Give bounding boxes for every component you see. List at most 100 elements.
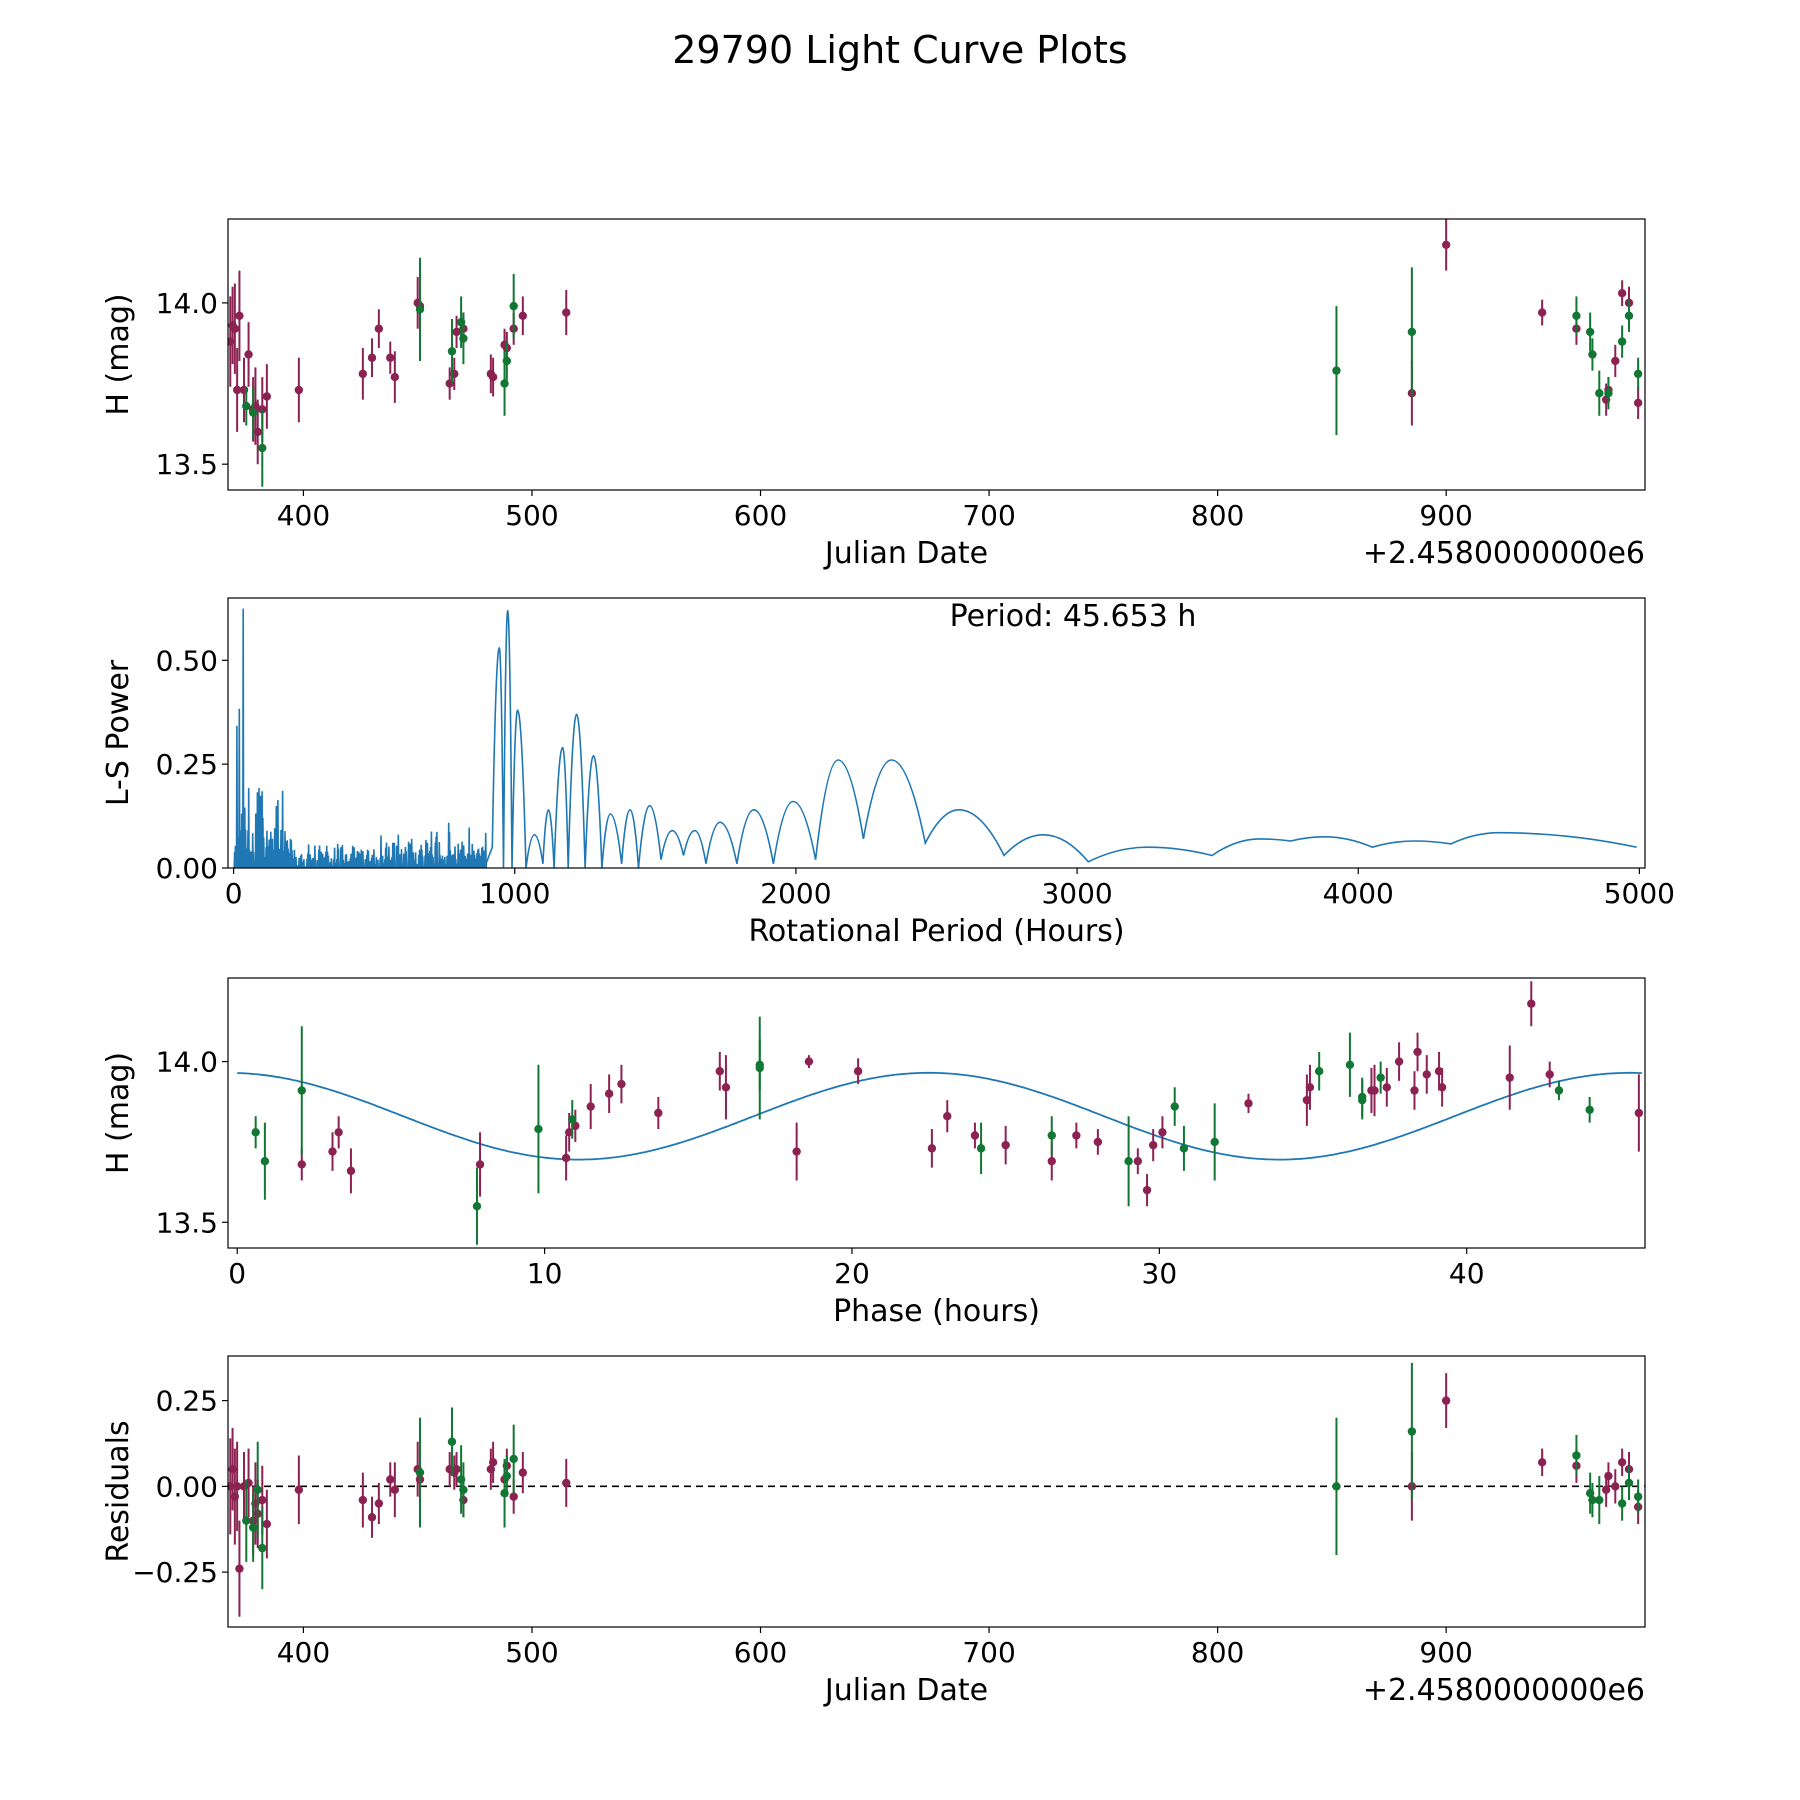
x-tick-label: 600 (734, 1636, 787, 1669)
point-marker (1305, 1083, 1315, 1092)
data-point (976, 1122, 986, 1175)
data-point (1407, 1362, 1417, 1501)
data-point (235, 270, 244, 361)
data-point (1617, 280, 1627, 307)
point-marker (509, 301, 518, 311)
y-tick-label: 0.50 (156, 644, 218, 677)
point-marker (1382, 1083, 1392, 1092)
y-tick-label: −0.25 (132, 1556, 218, 1589)
data-point (262, 364, 272, 429)
point-marker (927, 1144, 937, 1153)
point-marker (328, 1147, 337, 1156)
data-point (1410, 1071, 1419, 1110)
point-marker (1142, 1185, 1152, 1195)
data-point (1413, 1032, 1422, 1072)
data-point (367, 1496, 377, 1538)
data-point (1585, 1096, 1594, 1123)
point-marker (654, 1108, 663, 1118)
point-marker (1634, 1108, 1644, 1118)
data-point (568, 1100, 577, 1139)
y-axis-label: Residuals (101, 1420, 136, 1562)
data-point (943, 1100, 952, 1133)
point-marker (792, 1147, 801, 1156)
x-tick-label: 2000 (760, 877, 831, 910)
point-marker (1537, 308, 1547, 317)
x-tick-label: 700 (962, 499, 1015, 532)
phased-frame (227, 977, 1646, 1249)
y-tick-label: 0.00 (156, 852, 218, 885)
x-tick-label: 500 (505, 499, 558, 532)
data-point (1505, 1045, 1514, 1110)
data-point (334, 1116, 343, 1149)
x-axis-label: Rotational Period (Hours) (748, 914, 1124, 949)
x-axis-label: Julian Date (823, 536, 988, 571)
point-marker (721, 1083, 731, 1092)
point-marker (568, 1115, 577, 1124)
point-marker (1585, 327, 1595, 337)
point-marker (452, 327, 461, 337)
data-point (253, 399, 262, 465)
point-marker (390, 1485, 400, 1494)
data-point (1072, 1122, 1081, 1149)
point-marker (804, 1057, 814, 1066)
point-marker (500, 379, 509, 388)
point-marker (1413, 1047, 1422, 1057)
lightcurve-panel: 400 500 600 700 800 900 13.5 14.0 Julian Date H (… (101, 218, 1646, 571)
data-point (1595, 370, 1604, 416)
point-marker (586, 1102, 595, 1111)
data-point (232, 1441, 242, 1531)
point-marker (415, 1468, 425, 1477)
data-point (1633, 1479, 1643, 1514)
point-marker (262, 392, 272, 401)
point-marker (1170, 1102, 1179, 1111)
point-marker (248, 408, 258, 417)
model-fit-curve (237, 1071, 1642, 1161)
x-tick-label: 800 (1191, 1636, 1244, 1669)
y-tick-label: 13.5 (156, 1206, 218, 1239)
data-point (1345, 1032, 1355, 1097)
point-marker (262, 1519, 272, 1529)
point-marker (386, 353, 395, 362)
data-point (1537, 1448, 1547, 1477)
point-marker (1585, 1105, 1594, 1114)
data-point (562, 1458, 571, 1507)
point-marker (1545, 1070, 1554, 1079)
data-point (1394, 1042, 1404, 1081)
data-point (1244, 1093, 1253, 1113)
data-point (386, 1462, 395, 1497)
data-point (1595, 1476, 1604, 1525)
point-marker (943, 1112, 952, 1121)
data-point (1179, 1125, 1189, 1171)
point-marker (232, 1482, 242, 1491)
data-point (459, 312, 468, 365)
data-point (562, 289, 571, 336)
point-marker (258, 405, 267, 414)
point-marker (367, 353, 377, 362)
point-marker (459, 334, 468, 343)
x-tick-label: 600 (734, 499, 787, 532)
residuals-frame (227, 1355, 1646, 1628)
point-marker (1437, 1083, 1447, 1092)
data-point (367, 338, 377, 378)
data-point (586, 1084, 595, 1130)
data-point (927, 1129, 937, 1168)
point-marker (853, 1067, 863, 1076)
point-marker (251, 1128, 260, 1137)
point-marker (1554, 1086, 1564, 1095)
point-marker (390, 372, 400, 382)
point-marker (1588, 1495, 1597, 1505)
point-marker (617, 1079, 626, 1089)
point-marker (248, 1523, 258, 1532)
data-point (244, 322, 253, 387)
y-tick-label: 0.25 (156, 1385, 218, 1418)
point-marker (447, 347, 457, 356)
data-point (721, 1055, 731, 1120)
data-point (390, 1462, 400, 1518)
data-point (390, 351, 400, 403)
point-marker (1505, 1073, 1514, 1082)
point-marker (452, 1465, 461, 1474)
point-marker (976, 1144, 986, 1153)
lightcurve-frame (227, 218, 1646, 491)
x-tick-label: 1000 (479, 877, 550, 910)
data-point (230, 283, 240, 374)
